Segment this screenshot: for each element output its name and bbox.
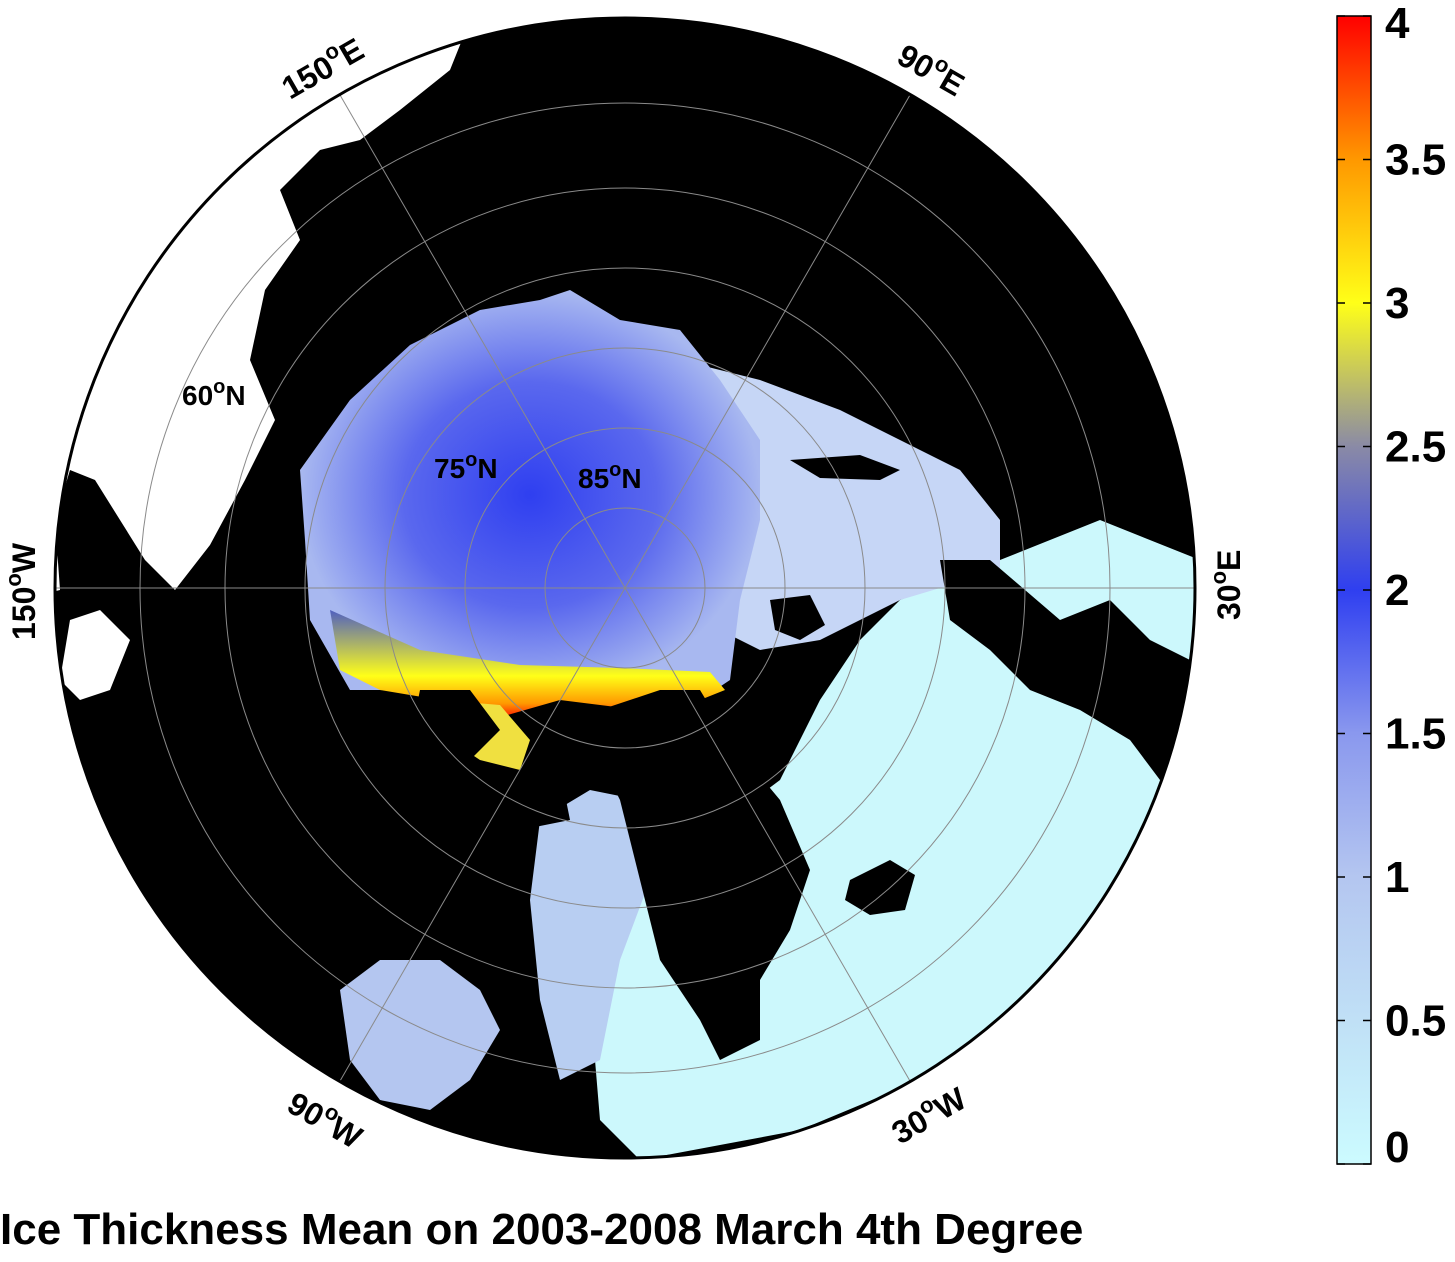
baffin-ice bbox=[530, 790, 650, 1080]
hudson-bay-ice bbox=[340, 960, 500, 1110]
colorbar-tick-label: 2.5 bbox=[1385, 423, 1446, 472]
figure-title: Ice Thickness Mean on 2003-2008 March 4t… bbox=[0, 1205, 1084, 1254]
unmodeled-region-2 bbox=[60, 610, 130, 700]
latitude-label-75n: 75oN bbox=[434, 449, 498, 484]
greenland bbox=[600, 690, 810, 1060]
latitude-label-85n: 85oN bbox=[578, 459, 642, 494]
colorbar-tick-label: 1.5 bbox=[1385, 710, 1446, 759]
longitude-label-30e: 30oE bbox=[1206, 550, 1247, 620]
colorbar-tick-label: 3.5 bbox=[1385, 136, 1446, 185]
colorbar-tick-label: 2 bbox=[1385, 566, 1409, 615]
colorbar-tick-label: 1 bbox=[1385, 853, 1409, 902]
colorbar-tick-label: 4 bbox=[1385, 0, 1410, 48]
canadian-archipelago bbox=[390, 690, 570, 900]
polar-map bbox=[55, 18, 1195, 1158]
colorbar-tick-label: 0 bbox=[1385, 1123, 1409, 1172]
colorbar-tick-label: 0.5 bbox=[1385, 997, 1446, 1046]
meridian-line bbox=[339, 94, 911, 1082]
iceland bbox=[845, 860, 915, 915]
central-pack-ice bbox=[300, 290, 760, 700]
colorbar-ticks: 0 0.5 1 1.5 2 2.5 3 3.5 4 bbox=[1337, 0, 1446, 1172]
novaya-zemlya bbox=[790, 455, 900, 480]
ice-thickness-map-figure: 150oE 90oE 30oE 30oW 90oW 150oW 60oN 75o… bbox=[1, 0, 1446, 1172]
map-frame bbox=[53, 16, 1197, 1160]
scandinavia bbox=[940, 560, 1195, 780]
colorbar: 0 0.5 1 1.5 2 2.5 3 3.5 4 bbox=[1336, 0, 1446, 1172]
latitude-label-60n: 60oN bbox=[182, 376, 246, 411]
colorbar-tick-label: 3 bbox=[1385, 279, 1409, 328]
graticule bbox=[55, 94, 1195, 1082]
longitude-label-150w: 150oW bbox=[1, 542, 42, 640]
